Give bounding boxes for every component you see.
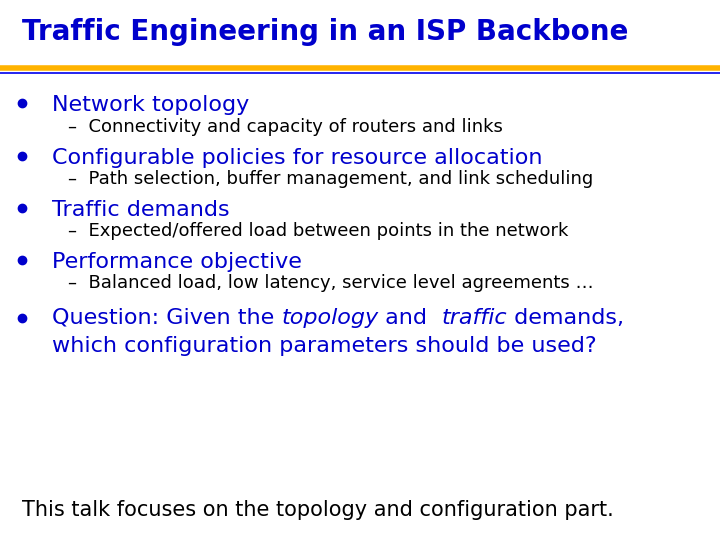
Text: –  Path selection, buffer management, and link scheduling: – Path selection, buffer management, and… — [68, 170, 593, 188]
Text: which configuration parameters should be used?: which configuration parameters should be… — [52, 336, 597, 356]
Text: Performance objective: Performance objective — [52, 252, 302, 272]
Text: demands,: demands, — [508, 308, 624, 328]
Text: Network topology: Network topology — [52, 95, 249, 115]
Text: This talk focuses on the topology and configuration part.: This talk focuses on the topology and co… — [22, 500, 613, 520]
Text: topology: topology — [282, 308, 379, 328]
Text: Traffic demands: Traffic demands — [52, 200, 230, 220]
Text: –  Expected/offered load between points in the network: – Expected/offered load between points i… — [68, 222, 568, 240]
Text: Question: Given the: Question: Given the — [52, 308, 282, 328]
Text: Traffic Engineering in an ISP Backbone: Traffic Engineering in an ISP Backbone — [22, 18, 629, 46]
Text: –  Balanced load, low latency, service level agreements …: – Balanced load, low latency, service le… — [68, 274, 593, 292]
Text: traffic: traffic — [442, 308, 508, 328]
Text: –  Connectivity and capacity of routers and links: – Connectivity and capacity of routers a… — [68, 118, 503, 136]
Text: and: and — [379, 308, 442, 328]
Text: Configurable policies for resource allocation: Configurable policies for resource alloc… — [52, 148, 542, 168]
